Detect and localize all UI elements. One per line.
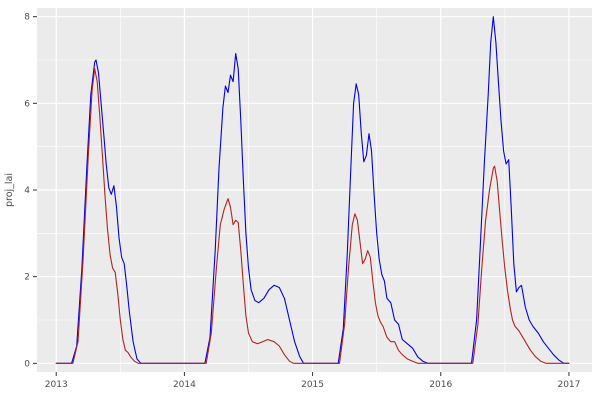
y-tick-label: 6 [24,99,30,109]
y-axis-title: proj_lai [4,173,15,207]
y-tick-label: 4 [24,186,30,196]
x-tick-label: 2017 [557,380,580,390]
x-tick-label: 2014 [173,380,196,390]
series-line-blue [55,16,570,364]
y-tick-label: 0 [24,359,30,369]
x-tick-label: 2013 [45,380,68,390]
x-tick-label: 2016 [429,380,452,390]
y-tick-label: 8 [24,13,30,23]
series-line-red [55,68,570,364]
x-tick-label: 2015 [301,380,324,390]
y-tick-label: 2 [24,273,30,283]
